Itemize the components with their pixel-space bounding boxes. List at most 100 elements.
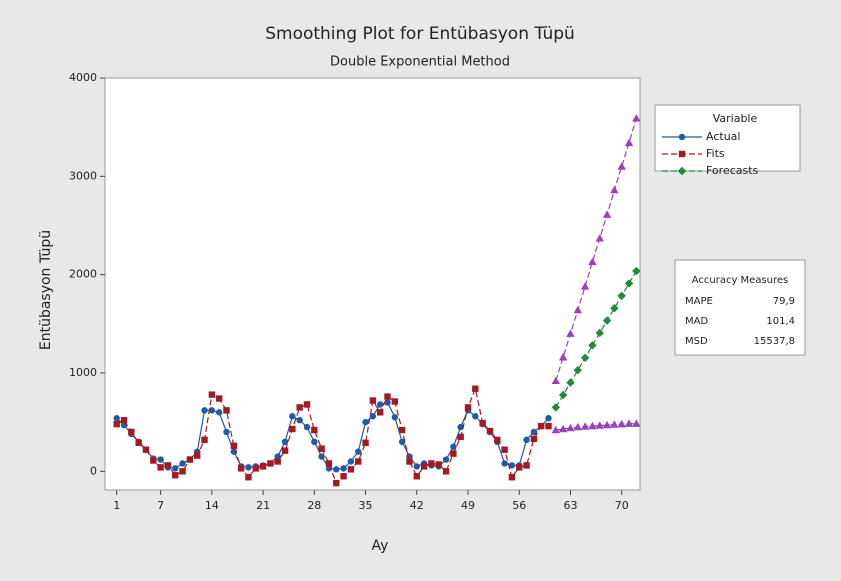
marker (566, 423, 575, 432)
accuracy-label: MSD (685, 336, 708, 347)
marker (113, 420, 120, 428)
y-tick-label: 1000 (69, 366, 97, 379)
marker (274, 453, 281, 460)
accuracy-value: 101,4 (766, 316, 795, 327)
marker (296, 416, 303, 424)
marker (128, 428, 135, 436)
x-tick-label: 21 (256, 499, 270, 512)
marker (318, 453, 325, 460)
marker (391, 414, 399, 421)
accuracy-value: 79,9 (773, 296, 795, 307)
legend-title: Variable (713, 112, 758, 125)
marker (413, 473, 420, 480)
legend-label: Actual (706, 130, 740, 143)
x-tick-label: 14 (205, 499, 219, 512)
marker (580, 422, 590, 430)
marker (194, 452, 201, 459)
marker (325, 460, 333, 467)
x-tick-label: 28 (307, 499, 321, 512)
marker (617, 419, 626, 428)
marker (523, 462, 530, 469)
plot-area (104, 77, 641, 491)
marker (281, 447, 289, 454)
x-tick-label: 56 (512, 499, 526, 512)
marker (120, 416, 128, 424)
marker (617, 291, 626, 300)
marker (215, 395, 223, 402)
chart-subtitle: Double Exponential Method (330, 55, 510, 70)
marker (376, 409, 384, 416)
marker (566, 329, 575, 337)
marker (530, 428, 538, 436)
marker (274, 458, 281, 465)
accuracy-title: Accuracy Measures (692, 275, 789, 286)
marker (201, 436, 208, 444)
marker (311, 438, 318, 446)
marker (617, 162, 626, 170)
accuracy-label: MAPE (685, 296, 713, 307)
marker (376, 401, 384, 408)
marker (610, 420, 619, 428)
marker (595, 421, 604, 429)
marker (457, 433, 464, 441)
marker (179, 468, 186, 475)
marker (398, 426, 406, 434)
marker (208, 391, 216, 398)
marker (472, 385, 479, 392)
marker (113, 415, 120, 422)
marker (237, 465, 245, 472)
marker (494, 436, 501, 444)
marker (398, 438, 406, 446)
marker (588, 341, 597, 350)
marker (391, 398, 399, 405)
marker (678, 150, 686, 158)
marker (157, 464, 164, 471)
marker (551, 376, 561, 385)
y-axis-label: Entübasyon Tüpü (38, 230, 54, 350)
marker (558, 353, 568, 361)
marker (573, 305, 582, 314)
marker (588, 421, 597, 430)
marker (362, 439, 369, 447)
marker (223, 428, 230, 436)
marker (545, 415, 552, 422)
marker (252, 465, 259, 472)
marker (508, 474, 516, 481)
marker (602, 420, 612, 429)
marker (296, 404, 303, 411)
marker (135, 439, 142, 447)
marker (333, 466, 340, 473)
marker (442, 468, 450, 475)
marker (530, 435, 538, 443)
marker (677, 166, 687, 176)
marker (208, 407, 216, 414)
marker (347, 466, 355, 473)
marker (537, 422, 545, 430)
x-tick-label: 63 (563, 499, 577, 512)
marker (362, 418, 369, 426)
marker (230, 442, 238, 449)
marker (632, 114, 641, 122)
marker (588, 257, 597, 266)
marker (318, 445, 325, 452)
marker (150, 457, 157, 464)
marker (369, 413, 377, 420)
accuracy-label: MAD (685, 316, 708, 327)
marker (172, 472, 179, 479)
marker (428, 460, 435, 467)
marker (259, 463, 267, 470)
marker (580, 353, 590, 362)
marker (678, 133, 686, 141)
marker (303, 401, 311, 408)
marker (501, 460, 508, 467)
marker (142, 446, 150, 453)
x-tick-label: 7 (157, 499, 164, 512)
marker (573, 422, 582, 431)
marker (610, 303, 619, 313)
marker (479, 419, 486, 427)
x-tick-label: 35 (359, 499, 373, 512)
marker (369, 397, 377, 404)
marker (472, 413, 479, 420)
marker (355, 448, 362, 455)
marker (442, 456, 450, 463)
